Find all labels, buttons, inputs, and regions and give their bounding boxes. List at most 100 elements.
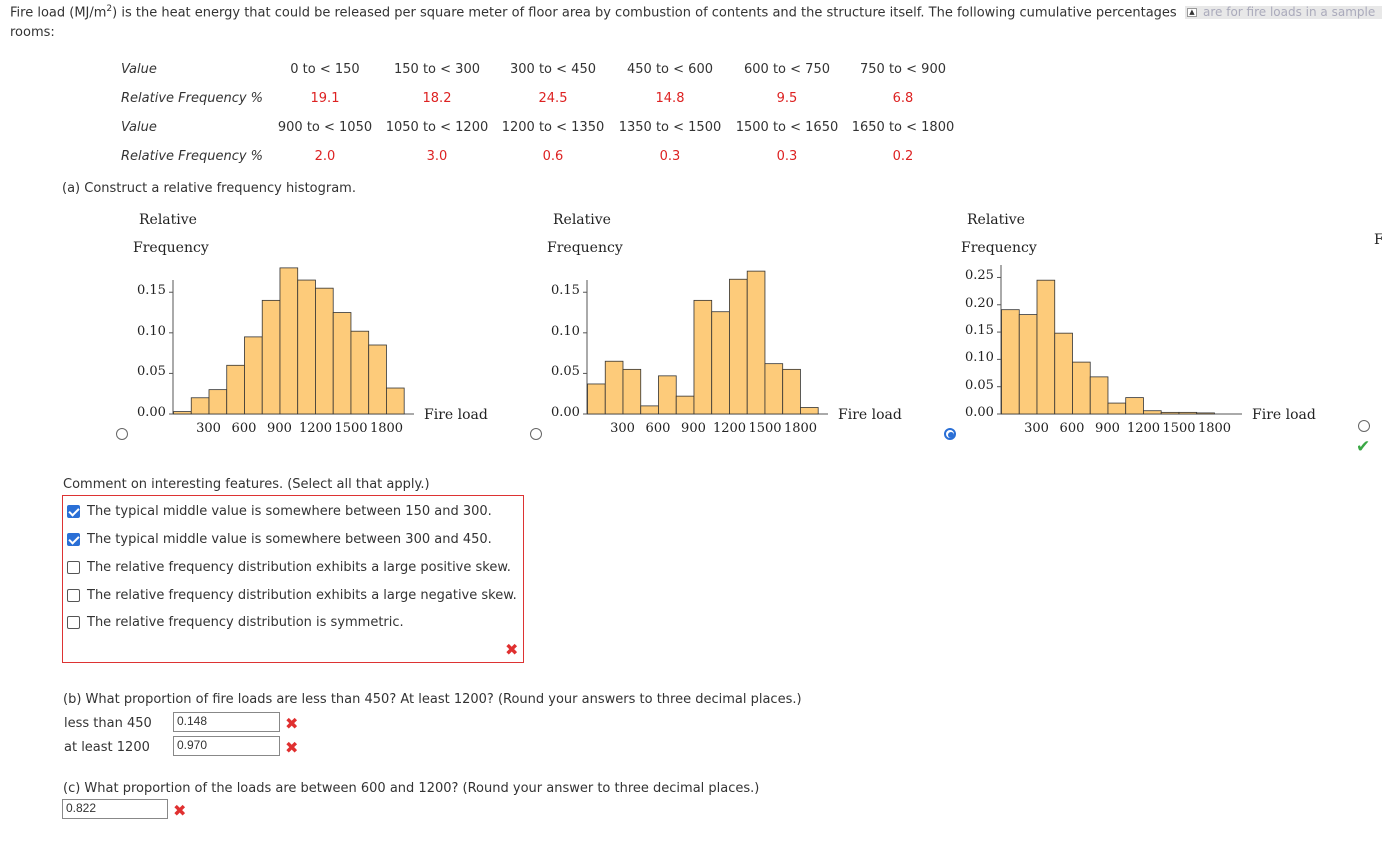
y-tick-label: 0.00 [551,405,580,420]
y-axis-label-line1: Relative [553,212,611,228]
x-tick-label: 1500 [1162,421,1196,436]
freq-row-label: Relative Frequency % [121,149,264,164]
value-row-cell: 450 to < 600 [627,62,713,77]
x-tick-label: 600 [1059,421,1085,436]
comment-prompt: Comment on interesting features. (Select… [63,477,430,492]
at-least-input[interactable]: 0.970 [173,736,280,756]
x-axis-label: Fire load [1252,407,1316,423]
histogram-bar [1089,376,1109,415]
y-tick-label: 0.00 [137,405,166,420]
histogram-option-radio[interactable] [944,428,956,440]
x-tick-label: 600 [645,421,671,436]
intro-cutoff-text: are for fire loads in a sample [1203,6,1376,19]
freq-row-cell: 2.0 [314,149,336,164]
histogram-option-radio[interactable] [116,428,128,440]
y-axis-label-line1: Relative [139,212,197,228]
histogram-bar [1036,279,1056,415]
histogram-option-radio[interactable] [1358,420,1370,432]
part-c-wrong-icon: ✖ [173,801,187,820]
value-row-cell: 150 to < 300 [394,62,480,77]
value-row-cell: 0 to < 150 [290,62,360,77]
value-row-cell: 900 to < 1050 [277,120,373,135]
comment-checkbox[interactable] [67,533,80,546]
part-c-prompt: (c) What proportion of the loads are bet… [63,781,760,796]
intro-text-part: Fire load (MJ/m [10,5,107,21]
comment-checkbox[interactable] [67,616,80,629]
collapse-bar[interactable]: ▲ are for fire loads in a sample [1185,6,1382,19]
histogram-bar [693,299,713,415]
freq-row-cell: 9.5 [776,91,798,106]
histogram-bar [173,411,192,415]
x-axis-label: Fire load [838,407,902,423]
value-row-label: Value [121,120,157,135]
x-tick-label: 1800 [369,421,404,436]
histogram-1 [169,267,414,415]
comment-checkbox[interactable] [67,561,80,574]
histogram-bar [1107,402,1127,415]
histogram-bar [279,267,299,415]
y-tick-label: 0.25 [965,268,994,284]
value-row-cell: 1200 to < 1350 [501,120,605,135]
comment-option-label[interactable]: The typical middle value is somewhere be… [87,532,492,547]
x-tick-label: 1500 [748,421,782,436]
histogram-bar [729,278,748,415]
freq-row-cell: 0.6 [542,149,564,164]
value-row-cell: 750 to < 900 [860,62,946,77]
less-than-input[interactable]: 0.148 [173,712,280,732]
comment-checkbox[interactable] [67,505,80,518]
x-tick-label: 900 [1095,421,1120,436]
freq-row-cell: 0.3 [659,149,681,164]
correct-check-icon: ✔ [1356,437,1371,457]
comment-wrong-icon: ✖ [505,640,519,659]
comment-option-label[interactable]: The typical middle value is somewhere be… [87,504,492,519]
y-tick-label: 0.10 [137,323,166,339]
histogram-option-radio[interactable] [530,428,542,440]
y-tick-label: 0.20 [965,295,994,311]
y-tick-label: 0.05 [137,364,166,380]
x-tick-label: 300 [196,421,221,436]
freq-row-cell: 14.8 [655,91,685,106]
freq-row-cell: 6.8 [892,91,914,106]
histogram-bar [1196,412,1215,415]
value-row-cell: 1500 to < 1650 [735,120,839,135]
x-tick-label: 1200 [712,421,747,436]
y-tick-label: 0.10 [965,350,994,366]
comment-option-label[interactable]: The relative frequency distribution exhi… [87,588,517,603]
y-tick-label: 0.05 [965,377,994,393]
histogram-bar [1160,411,1180,415]
intro-text-line2: rooms: [10,25,55,40]
freq-row-cell: 3.0 [426,149,448,164]
comment-checkbox[interactable] [67,589,80,602]
histogram-bar [711,311,730,415]
intro-text-part: ) is the heat energy that could be relea… [112,5,1177,21]
comment-option-label[interactable]: The relative frequency distribution is s… [87,615,404,630]
histogram-bar [386,387,405,415]
comment-option-label[interactable]: The relative frequency distribution exhi… [87,560,511,575]
part-c-input[interactable]: 0.822 [62,799,168,819]
y-axis-label-line2: Frequency [547,240,623,256]
histogram-bar [297,279,316,415]
histogram-bar [1018,314,1038,415]
x-tick-label: 900 [681,421,706,436]
y-axis-label-line2: Frequency [133,240,209,256]
part-b-prompt: (b) What proportion of fire loads are le… [63,692,802,707]
at-least-label: at least 1200 [64,740,150,755]
freq-row-label: Relative Frequency % [121,91,264,106]
value-row-cell: 300 to < 450 [510,62,596,77]
histogram-bar [746,270,766,415]
histogram-bar [800,407,819,415]
histogram-bar [658,375,677,415]
intro-superscript: 2 [106,4,113,14]
histogram-bar [675,395,695,415]
y-tick-label: 0.10 [551,323,580,339]
intro-text: Fire load (MJ/m2) is the heat energy tha… [10,4,1177,20]
x-axis-label: Fire load [424,407,488,423]
value-row-cell: 1650 to < 1800 [851,120,955,135]
at-least-wrong-icon: ✖ [285,738,299,757]
collapse-triangle-icon[interactable]: ▲ [1187,8,1197,17]
histogram-bar [604,360,624,415]
histogram-2 [583,270,828,415]
part-a-prompt: (a) Construct a relative frequency histo… [62,181,356,196]
y-tick-label: 0.00 [965,405,994,420]
histogram-bar [1178,411,1198,415]
